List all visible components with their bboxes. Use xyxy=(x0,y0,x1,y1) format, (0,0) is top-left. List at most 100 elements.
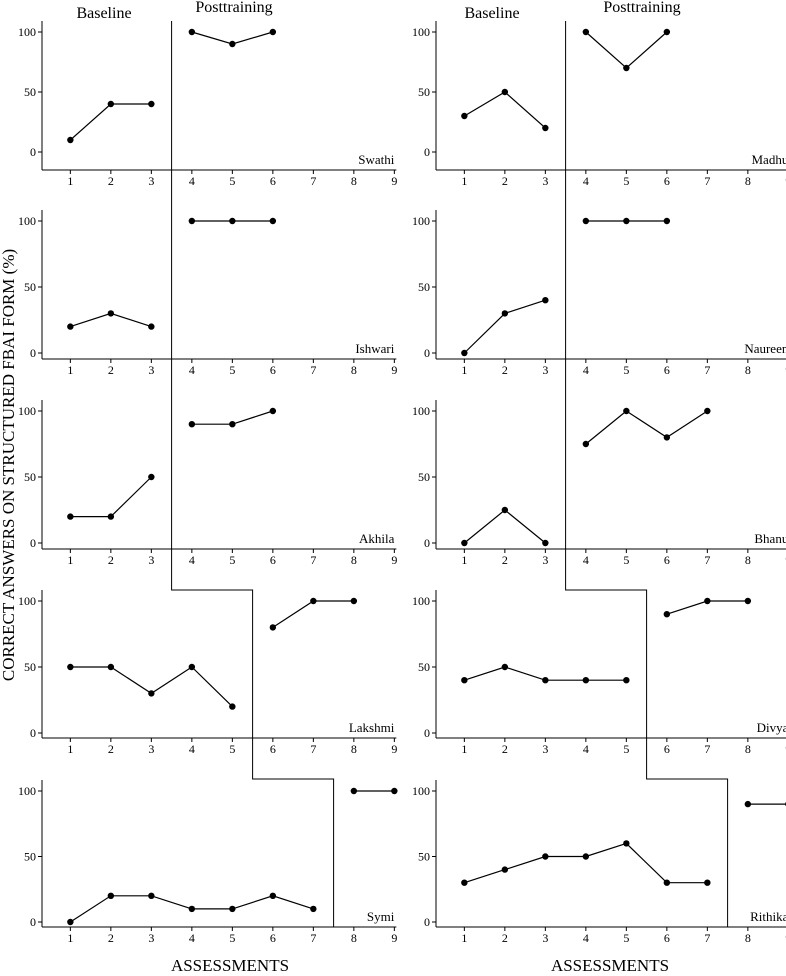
y-tick-label: 100 xyxy=(412,594,430,608)
data-point xyxy=(663,28,671,36)
x-tick-label: 7 xyxy=(704,363,710,377)
data-point xyxy=(188,217,196,225)
data-point xyxy=(461,112,468,120)
x-tick-label: 7 xyxy=(310,931,316,945)
data-point xyxy=(148,323,155,330)
x-tick-label: 6 xyxy=(270,174,276,188)
data-point xyxy=(188,905,196,913)
participant-name: Madhu xyxy=(752,152,786,167)
x-tick-label: 9 xyxy=(391,174,397,188)
posttraining-series-line xyxy=(585,410,708,445)
data-point xyxy=(744,800,752,808)
data-point xyxy=(501,310,509,317)
x-tick-label: 6 xyxy=(664,742,670,756)
data-point xyxy=(269,624,277,631)
phase-label-posttraining: Posttraining xyxy=(603,0,680,16)
participant-name: Divya xyxy=(757,720,786,735)
y-tick-label: 100 xyxy=(412,25,430,39)
data-point xyxy=(582,440,590,448)
y-tick-label: 0 xyxy=(424,145,430,159)
data-point xyxy=(461,677,468,684)
x-tick-label: 1 xyxy=(67,742,73,756)
x-tick-label: 3 xyxy=(542,742,548,756)
x-tick-label: 6 xyxy=(270,553,276,567)
x-tick-label: 2 xyxy=(502,363,508,377)
x-tick-label: 6 xyxy=(664,174,670,188)
data-point xyxy=(107,892,115,899)
x-tick-label: 5 xyxy=(229,553,235,567)
data-point xyxy=(107,513,115,520)
right-column: Baseline Posttraining ASSESSMENTS 050100… xyxy=(412,0,786,975)
x-tick-label: 5 xyxy=(229,742,235,756)
data-point xyxy=(107,663,115,671)
x-tick-label: 1 xyxy=(67,931,73,945)
y-tick-label: 0 xyxy=(424,726,430,740)
x-tick-label: 4 xyxy=(189,553,195,567)
x-axis-title: ASSESSMENTS xyxy=(171,956,289,975)
panel-swathi: 0 50 100 1 2 3 4 5 6 7 8 9 Swathi xyxy=(18,21,397,188)
x-tick-label: 7 xyxy=(704,931,710,945)
data-point xyxy=(501,663,509,671)
x-tick-label: 2 xyxy=(502,553,508,567)
x-tick-label: 1 xyxy=(67,174,73,188)
y-tick-label: 50 xyxy=(418,660,430,674)
x-tick-label: 7 xyxy=(310,553,316,567)
x-tick-label: 3 xyxy=(542,174,548,188)
panel-akhila: 0 50 100 1 2 3 4 5 6 7 8 9 Akhila xyxy=(18,400,397,567)
x-tick-label: 6 xyxy=(664,931,670,945)
data-point xyxy=(148,892,155,899)
phase-change-line xyxy=(565,21,729,927)
x-tick-label: 7 xyxy=(310,174,316,188)
data-point xyxy=(229,905,236,913)
y-tick-label: 0 xyxy=(424,915,430,929)
data-point xyxy=(188,421,196,428)
x-axis-title: ASSESSMENTS xyxy=(551,956,669,975)
x-tick-label: 6 xyxy=(664,363,670,377)
data-point xyxy=(623,217,630,225)
data-point xyxy=(501,506,509,514)
x-tick-label: 3 xyxy=(148,363,154,377)
data-point xyxy=(704,407,711,415)
x-tick-label: 2 xyxy=(108,553,114,567)
phase-label-posttraining: Posttraining xyxy=(195,0,272,16)
data-point xyxy=(310,597,317,605)
y-tick-label: 100 xyxy=(18,214,36,228)
x-tick-label: 7 xyxy=(310,742,316,756)
x-tick-label: 4 xyxy=(583,742,589,756)
x-tick-label: 8 xyxy=(745,553,751,567)
baseline-series-line xyxy=(464,842,708,884)
data-point xyxy=(269,892,277,899)
data-point xyxy=(188,28,196,36)
data-point xyxy=(107,310,115,317)
x-tick-label: 2 xyxy=(108,742,114,756)
x-tick-label: 7 xyxy=(704,742,710,756)
y-tick-label: 0 xyxy=(30,726,36,740)
x-tick-label: 1 xyxy=(461,553,467,567)
x-tick-label: 8 xyxy=(351,174,357,188)
x-tick-label: 5 xyxy=(229,174,235,188)
data-point xyxy=(582,853,590,860)
x-tick-label: 1 xyxy=(461,931,467,945)
x-tick-label: 6 xyxy=(270,931,276,945)
x-tick-label: 4 xyxy=(583,174,589,188)
x-tick-label: 5 xyxy=(623,553,629,567)
data-point xyxy=(67,918,74,926)
x-tick-label: 3 xyxy=(148,742,154,756)
x-tick-label: 3 xyxy=(542,553,548,567)
data-point xyxy=(663,434,671,441)
y-tick-label: 100 xyxy=(18,404,36,418)
baseline-series-line xyxy=(463,299,546,354)
data-point xyxy=(582,217,590,225)
y-tick-label: 50 xyxy=(418,850,430,864)
x-tick-label: 6 xyxy=(270,363,276,377)
left-column: Baseline Posttraining ASSESSMENTS 050100… xyxy=(18,0,398,975)
x-tick-label: 3 xyxy=(148,931,154,945)
y-tick-label: 0 xyxy=(30,346,36,360)
x-tick-label: 7 xyxy=(310,363,316,377)
x-tick-label: 6 xyxy=(664,553,670,567)
phase-label-baseline: Baseline xyxy=(76,5,131,22)
participant-name: Ishwari xyxy=(355,341,394,356)
data-point xyxy=(229,703,236,710)
x-tick-label: 4 xyxy=(189,174,195,188)
